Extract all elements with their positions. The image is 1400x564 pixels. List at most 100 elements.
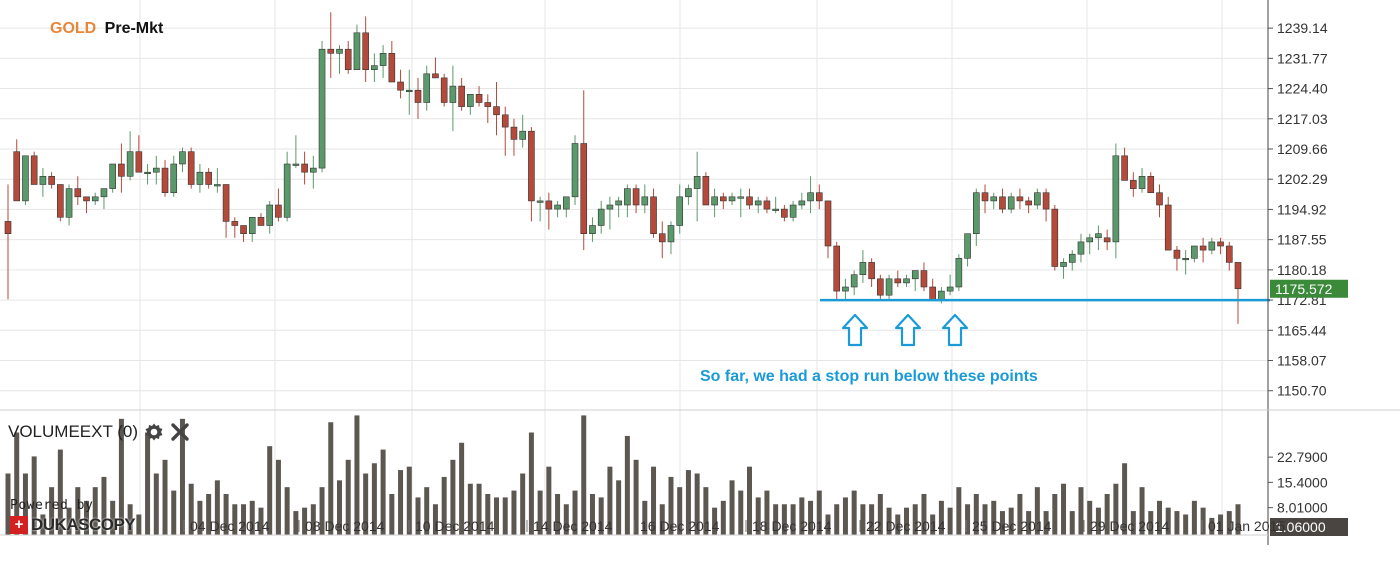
candle-body [65,188,73,218]
volume-bar [1183,514,1189,535]
candle-body [13,151,21,202]
volume-bar [1122,463,1128,535]
volume-bar [31,456,37,535]
candle-body [624,188,631,206]
volume-bar [188,483,194,535]
volume-bar [738,490,744,535]
candle-body [440,77,448,103]
volume-bar [904,507,910,535]
volume-bar [450,459,456,535]
volume-bar [371,463,377,535]
volume-bar [808,500,814,535]
candle-body [248,217,256,235]
volume-bar [249,500,255,535]
candle-body [903,278,910,284]
volume-bar [22,473,28,535]
candle-body [30,155,38,185]
volume-bar [110,500,116,535]
gear-icon[interactable] [144,422,164,442]
volume-bar [642,500,648,535]
volume-indicator-label: VOLUMEEXT (0) [8,422,139,441]
volume-bar [947,507,953,535]
date-label: 22 Dec 2014 [866,518,946,534]
volume-bar [773,504,779,535]
candle-body [57,184,64,218]
volume-bar [1226,511,1232,535]
volume-bar [424,487,430,535]
volume-bar [886,507,892,535]
volume-bar [581,415,587,535]
volume-bar [432,504,438,535]
volume-bar [842,497,848,535]
candle-body [449,85,457,103]
volume-bar [127,504,133,535]
volume-bar [528,432,534,535]
volume-bar [921,494,927,535]
volume-bar [1235,504,1241,535]
candle-body [1191,245,1198,259]
volume-bar [598,497,604,535]
candle-body [39,176,47,185]
volume-bar [153,473,159,535]
candle-body [292,163,300,166]
date-axis: 04 Dec 2014 08 Dec 2014 10 Dec 2014 14 Dec … [183,518,1285,534]
candle-body [528,130,535,202]
candle-body [22,155,29,202]
annotation-text: So far, we had a stop run below these po… [700,368,1038,385]
candle-body [1217,241,1224,247]
candle-body [920,270,928,288]
volume-bar [206,494,212,535]
current-volume-marker [1270,518,1348,536]
candle-body [501,114,509,128]
volume-bar [415,497,421,535]
candle-body [781,208,788,218]
candle-body [1042,192,1050,210]
volume-indicator-header: VOLUMEEXT (0) [8,422,190,442]
close-icon[interactable] [170,422,190,442]
candle-body [109,163,116,189]
volume-bar [1174,511,1180,535]
price-tick-label: 1158.07 [1277,353,1327,369]
candle-body [789,204,797,218]
volume-bar [1017,494,1023,535]
date-label: 18 Dec 2014 [752,518,832,534]
price-tick-label: 1217.03 [1277,111,1328,127]
candle-body [126,151,134,177]
volume-bars [5,415,1241,535]
date-label: 10 Dec 2014 [415,518,495,534]
volume-bar [441,476,447,535]
price-tick-label: 1224.40 [1277,81,1328,97]
candle-body [562,196,570,210]
candle-body [667,225,675,243]
candle-body [74,188,82,198]
volume-bar [84,500,90,535]
candle-body [301,163,308,173]
candle-body [318,48,326,169]
volume-bar [293,511,299,535]
candle-body [676,196,684,226]
volume-bar [869,504,875,535]
candle-body [432,73,439,79]
volume-tick-label: 8.01000 [1277,500,1328,516]
volume-bar [162,459,168,535]
volume-bar [398,470,404,535]
volume-bar [685,470,691,535]
volume-bar [912,504,918,535]
volume-bar [476,483,482,535]
candle-body [990,196,998,202]
candle-body [571,143,579,198]
candle-body [161,167,169,194]
candle-body [353,32,361,71]
volume-bar [1148,511,1154,535]
candle-body [519,130,526,140]
candle-body [1060,262,1067,267]
candle-body [144,171,151,174]
volume-bar [1061,483,1067,535]
volume-bar [406,466,412,535]
powered-by-watermark: Powered by + DUKASCOPY [10,498,136,535]
candle-body [1199,245,1207,251]
candle-body [885,278,893,296]
volume-bar [214,480,220,535]
